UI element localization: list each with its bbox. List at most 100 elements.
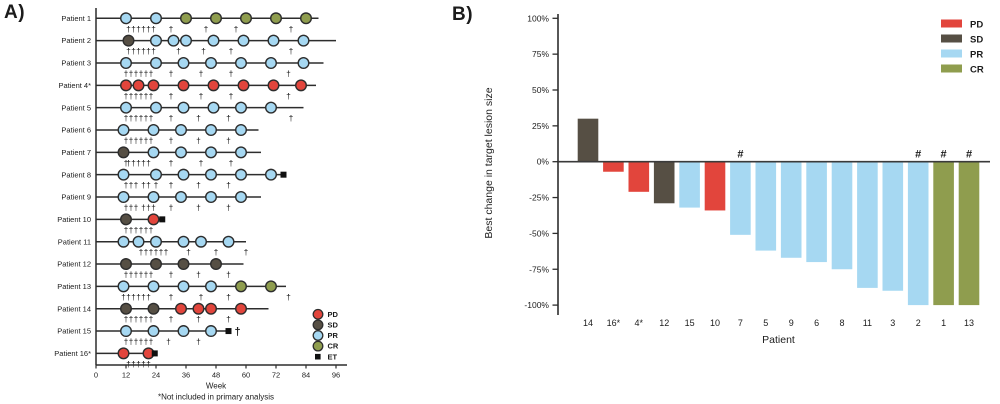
patient-row: Patient 15† † † † † † † ††: [57, 325, 241, 347]
response-marker-PD: [147, 213, 160, 226]
dose-dagger-icon: †: [169, 113, 174, 123]
dose-dagger-icon: †: [196, 337, 201, 347]
dose-dagger-icon: †: [169, 68, 174, 78]
response-marker-PR: [149, 101, 162, 114]
bar-16*: [603, 161, 624, 172]
bar-12: [653, 161, 675, 204]
response-marker-PR: [204, 123, 217, 136]
bar-6: [806, 161, 827, 263]
dose-dagger-icon: †: [129, 68, 134, 78]
response-marker-PR: [147, 280, 160, 293]
dose-dagger-icon: †: [149, 314, 154, 324]
dose-dagger-icon: †: [134, 91, 139, 101]
dose-dagger-icon: †: [144, 247, 149, 257]
patient-label: Patient 8: [61, 170, 91, 179]
response-marker-PR: [177, 168, 190, 181]
bar-1: [933, 161, 954, 306]
dose-dagger-icon: †: [144, 337, 149, 347]
response-marker-CR: [300, 12, 313, 25]
response-marker-PR: [204, 168, 217, 181]
dose-dagger-icon: †: [131, 359, 136, 369]
dose-dagger-icon: †: [129, 91, 134, 101]
response-marker-CR: [234, 280, 247, 293]
patient-row: Patient 2† † † † † † † † † †: [61, 34, 336, 56]
dose-dagger-icon: †: [141, 46, 146, 56]
dose-dagger-icon: †: [199, 91, 204, 101]
patient-label: Patient 10: [57, 215, 91, 224]
waterfall-chart: Best change in target lesion size100%75%…: [483, 13, 990, 346]
x-tick-label: 96: [332, 371, 340, 380]
legend-swatch-CR-icon: [941, 64, 962, 73]
response-marker-PD: [204, 302, 217, 315]
dose-dagger-icon: †: [126, 292, 131, 302]
legend-marker-PR-icon: [312, 330, 324, 341]
dose-dagger-icon: †: [129, 337, 134, 347]
patient-label: Patient 7: [61, 148, 91, 157]
dose-dagger-icon: †: [159, 247, 164, 257]
patient-label: Patient 15: [57, 327, 91, 336]
response-marker-PR: [119, 101, 132, 114]
response-marker-PR: [119, 12, 132, 25]
legend-swatch-PR-icon: [941, 49, 962, 58]
x-axis-title: Patient: [762, 334, 795, 346]
dose-dagger-icon: †: [244, 247, 249, 257]
dose-dagger-icon: †: [126, 24, 131, 34]
dose-dagger-icon: †: [134, 203, 139, 213]
dose-dagger-icon: †: [169, 314, 174, 324]
response-marker-PR: [234, 56, 247, 69]
dose-dagger-icon: †: [164, 247, 169, 257]
dose-dagger-icon: †: [199, 292, 204, 302]
patient-label: Patient 16*: [54, 349, 91, 358]
legend-label-SD: SD: [328, 321, 339, 330]
response-marker-PR: [117, 280, 130, 293]
dose-dagger-icon: †: [144, 113, 149, 123]
response-marker-SD: [119, 302, 132, 315]
bar-13: [958, 161, 980, 306]
response-marker-PR: [177, 56, 190, 69]
dose-dagger-icon: †: [144, 68, 149, 78]
panel-b-label: B): [452, 4, 474, 25]
dose-dagger-icon: †: [166, 337, 171, 347]
dose-dagger-icon: †: [131, 46, 136, 56]
dose-dagger-icon: †: [129, 136, 134, 146]
patient-row: Patient 7†† † † † † † † †: [61, 146, 261, 168]
dose-dagger-icon: †: [169, 136, 174, 146]
dose-dagger-icon: †: [149, 136, 154, 146]
legend-swatch-PD-icon: [941, 19, 962, 28]
patient-row: Patient 1† † † † † † † † † †: [61, 12, 319, 34]
response-marker-SD: [209, 258, 222, 271]
response-marker-PR: [119, 56, 132, 69]
dose-dagger-icon: †: [139, 314, 144, 324]
dose-dagger-icon: †: [139, 270, 144, 280]
bar-label-9: 9: [789, 318, 794, 328]
dose-dagger-icon: †: [286, 68, 291, 78]
dose-dagger-icon: †: [129, 314, 134, 324]
bar-label-10: 10: [710, 318, 720, 328]
dose-dagger-icon: †: [149, 68, 154, 78]
response-marker-PD: [147, 79, 160, 92]
bar-label-15: 15: [685, 318, 695, 328]
dose-dagger-icon: †: [226, 136, 231, 146]
dose-dagger-icon: †: [226, 270, 231, 280]
bar-label-13: 13: [964, 318, 974, 328]
footnote: *Not included in primary analysis: [158, 393, 274, 402]
bar-label-12: 12: [659, 318, 669, 328]
patient-row: Patient 12† † † † † † † † †: [57, 258, 244, 280]
dose-dagger-icon: †: [136, 24, 141, 34]
patient-label: Patient 13: [57, 282, 91, 291]
x-axis-title: Week: [206, 382, 227, 391]
x-tick-label: 48: [212, 371, 220, 380]
response-marker-PR: [194, 235, 207, 248]
response-marker-PD: [119, 79, 132, 92]
dose-dagger-icon: †: [146, 158, 151, 168]
legend-label-CR: CR: [328, 342, 339, 351]
response-marker-PR: [297, 56, 310, 69]
dose-dagger-icon: †: [139, 225, 144, 235]
response-marker-PR: [204, 146, 217, 159]
patient-label: Patient 1: [61, 14, 91, 23]
response-marker-PR: [149, 12, 162, 25]
patient-label: Patient 12: [57, 260, 91, 269]
response-marker-PR: [147, 191, 160, 204]
bar-label-3: 3: [890, 318, 895, 328]
dose-dagger-icon: †: [124, 203, 129, 213]
